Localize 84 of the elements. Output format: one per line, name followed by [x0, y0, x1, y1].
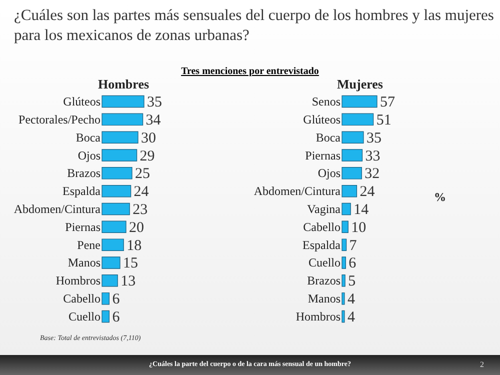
text: ¿Cuáles son las partes más sensuales del cuerpo de los hombres y las mujeres para los mexicanos de zonas urbanas? — [14, 6, 494, 46]
bar — [102, 292, 110, 305]
y-tick-label: Pectorales/Pecho — [18, 112, 100, 126]
bar — [342, 274, 346, 287]
bar — [342, 256, 346, 269]
text: Tres menciones por entrevistado — [180, 66, 320, 77]
y-tick-label: Vagina — [307, 202, 342, 216]
data-label: 51 — [376, 112, 392, 128]
y-tick-label: Manos — [308, 292, 341, 306]
y-tick-label: Boca — [76, 130, 102, 144]
bar — [342, 238, 347, 251]
bar — [102, 274, 118, 287]
bar — [342, 131, 364, 144]
bar — [102, 131, 138, 144]
data-label: 4 — [347, 309, 356, 326]
bar — [102, 310, 110, 323]
y-tick-label: Cabello — [303, 220, 340, 234]
data-label: 15 — [123, 256, 138, 272]
y-tick-label: Senos — [312, 94, 341, 109]
bar — [102, 167, 132, 180]
data-label: 35 — [147, 94, 162, 111]
bar — [102, 238, 124, 251]
x-axis-title: Hombres — [98, 76, 150, 92]
text: % — [434, 190, 446, 205]
data-label: 32 — [364, 166, 380, 182]
bar — [342, 167, 362, 180]
y-tick-label: Espalda — [62, 184, 102, 198]
y-tick-label: Ojos — [78, 148, 101, 162]
y-tick-label: Manos — [68, 256, 101, 270]
bar — [342, 220, 348, 234]
y-tick-label: Cabello — [63, 292, 100, 306]
y-tick-label: Abdomen/Cintura — [14, 202, 102, 216]
bar — [342, 202, 351, 216]
data-label: 10 — [351, 220, 366, 236]
bar — [102, 95, 144, 108]
data-label: 25 — [135, 166, 150, 182]
bar — [102, 256, 120, 269]
data-label: 24 — [134, 184, 150, 200]
bar — [342, 292, 345, 305]
data-label: 13 — [120, 274, 136, 290]
y-tick-label: Espalda — [302, 238, 342, 252]
data-label: 33 — [365, 148, 380, 164]
data-label: 24 — [360, 184, 376, 200]
data-label: 34 — [146, 112, 162, 128]
y-tick-label: Brazos — [67, 166, 101, 180]
bar — [342, 95, 378, 108]
y-tick-label: Hombros — [296, 309, 341, 324]
y-tick-label: Brazos — [307, 274, 341, 288]
data-label: 6 — [112, 292, 120, 308]
y-tick-label: Ojos — [318, 166, 341, 180]
bar — [102, 149, 138, 162]
data-label: 18 — [126, 238, 142, 254]
text: 2 — [480, 360, 484, 369]
bar — [342, 113, 374, 126]
x-axis-title: Mujeres — [337, 76, 383, 92]
bar — [102, 220, 126, 234]
data-label: 23 — [132, 202, 148, 218]
y-tick-label: Piernas — [65, 220, 101, 234]
bar — [102, 202, 130, 216]
y-tick-label: Boca — [316, 130, 342, 144]
data-label: 6 — [112, 309, 120, 326]
bar — [102, 184, 132, 198]
bar — [102, 113, 144, 126]
y-tick-label: Abdomen/Cintura — [254, 184, 342, 198]
y-tick-label: Cuello — [68, 309, 100, 324]
data-label: 6 — [348, 256, 357, 272]
y-tick-label: Piernas — [305, 148, 341, 162]
data-label: 14 — [354, 202, 370, 218]
y-tick-label: Hombros — [56, 274, 101, 288]
data-label: 30 — [141, 130, 156, 146]
data-label: 35 — [366, 130, 382, 146]
data-label: 29 — [140, 148, 155, 164]
data-label: 20 — [129, 220, 144, 236]
y-tick-label: Pene — [77, 238, 100, 252]
data-label: 4 — [347, 292, 356, 308]
data-label: 7 — [349, 238, 358, 254]
data-label: 57 — [380, 94, 396, 111]
y-tick-label: Cuello — [308, 256, 340, 270]
bar — [342, 184, 358, 198]
data-label: 5 — [348, 274, 356, 290]
bar — [342, 149, 363, 162]
y-tick-label: Glúteos — [63, 94, 101, 109]
y-tick-label: Glúteos — [303, 112, 341, 126]
bar — [342, 310, 345, 323]
